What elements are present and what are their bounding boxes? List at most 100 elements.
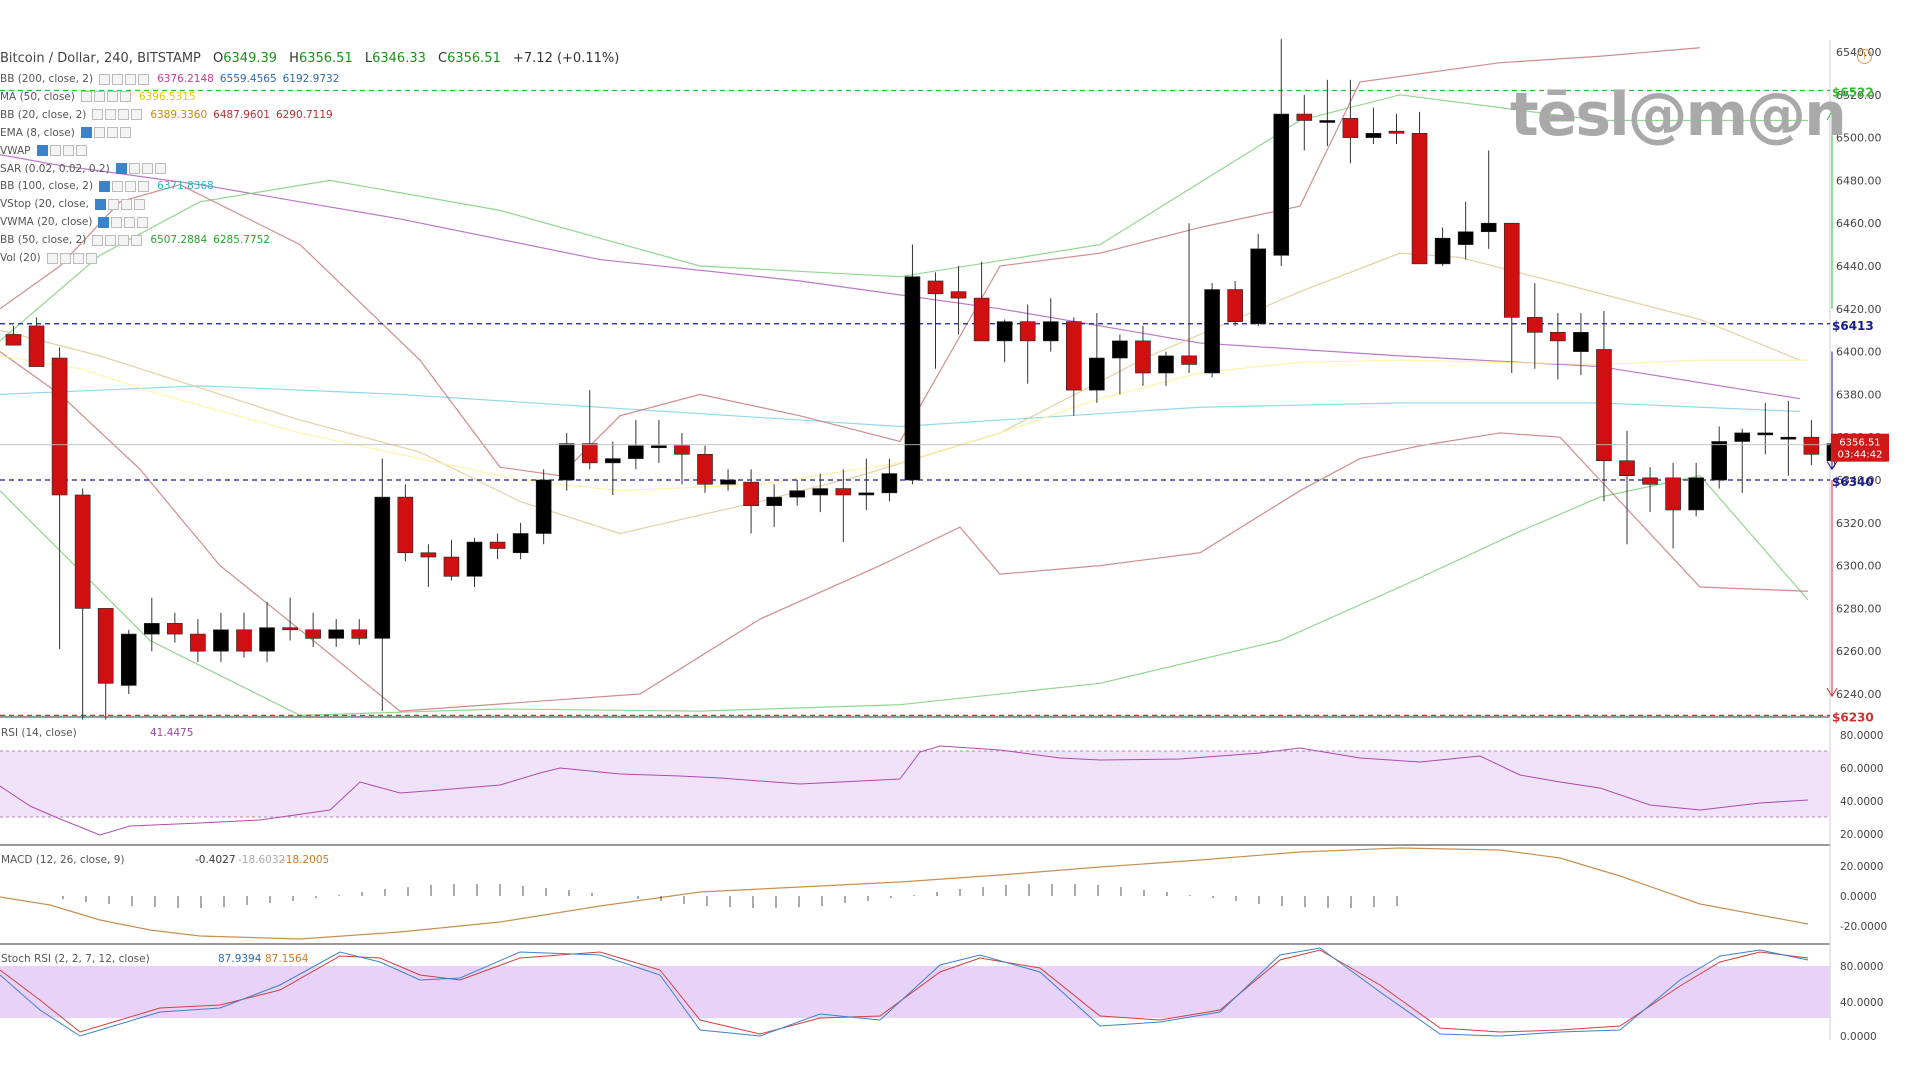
macd-value: -18.2005 — [282, 854, 329, 866]
settings-icon[interactable] — [59, 252, 71, 264]
stoch-d-line — [0, 947, 1809, 1037]
eye-icon[interactable] — [99, 180, 111, 192]
indicator-row[interactable]: BB (20, close, 2) 6389.3360 6487.9601 6290.… — [0, 107, 333, 123]
close-icon[interactable] — [138, 73, 150, 85]
stoch-k-line — [0, 949, 1809, 1035]
indicator-controls[interactable] — [98, 214, 150, 230]
stoch-value: 87.1564 — [265, 953, 309, 965]
indicator-controls[interactable] — [92, 107, 144, 123]
indicator-row[interactable]: MA (50, close) 6396.5315 — [0, 89, 196, 105]
add-icon[interactable] — [125, 73, 137, 85]
close-icon[interactable] — [137, 216, 149, 228]
indicator-row[interactable]: VStop (20, close, — [0, 196, 147, 212]
eye-icon[interactable] — [99, 73, 111, 85]
eye-icon[interactable] — [92, 234, 104, 246]
settings-icon[interactable] — [93, 127, 105, 139]
indicator-row[interactable]: Vol (20) — [0, 250, 99, 266]
close-icon[interactable] — [131, 109, 143, 121]
add-icon[interactable] — [72, 252, 84, 264]
y-tick-label: 6320.00 — [1836, 517, 1882, 530]
candle-down — [1411, 133, 1428, 265]
close-icon[interactable] — [154, 163, 166, 174]
indicator-row[interactable]: VWMA (20, close) — [0, 214, 150, 230]
y-tick-label: 6460.00 — [1836, 217, 1882, 230]
add-icon[interactable] — [125, 180, 137, 192]
indicator-controls[interactable] — [80, 89, 133, 105]
settings-icon[interactable] — [112, 180, 124, 192]
candle-up — [1757, 432, 1774, 436]
low-value: 6346.33 — [372, 51, 426, 66]
indicator-controls[interactable] — [92, 232, 144, 248]
settings-icon[interactable] — [107, 198, 119, 210]
symbol-header: Bitcoin / Dollar, 240, BITSTAMP O6349.39… — [0, 51, 619, 66]
macd-signal-line — [0, 847, 1809, 940]
eye-icon[interactable] — [80, 91, 92, 103]
close-icon[interactable] — [85, 252, 97, 264]
settings-icon[interactable] — [49, 145, 61, 157]
candle-up — [766, 496, 782, 506]
indicator-row[interactable]: BB (50, close, 2) 6507.2884 6285.7752 — [0, 232, 270, 248]
indicator-row[interactable]: VWAP — [0, 143, 89, 159]
rsi-band — [0, 751, 1830, 817]
candle-down — [1181, 355, 1197, 365]
candle-down — [5, 334, 22, 346]
indicator-row[interactable]: BB (100, close, 2) 6371.8368 — [0, 178, 214, 194]
indicator-row[interactable]: BB (200, close, 2) 6376.2148 6559.4565 6192… — [0, 71, 339, 87]
indicator-controls[interactable] — [99, 178, 151, 194]
candle-up — [1780, 436, 1797, 440]
candle-down — [950, 291, 967, 299]
symbol-name[interactable]: Bitcoin / Dollar, 240, BITSTAMP — [0, 51, 201, 66]
candle-down — [697, 454, 713, 485]
level-label: $6340 — [1832, 475, 1874, 489]
last-price-value: 6356.51 — [1839, 438, 1880, 449]
close-icon[interactable] — [119, 127, 131, 139]
settings-icon[interactable] — [112, 73, 124, 85]
settings-icon[interactable] — [128, 163, 140, 174]
y-tick-label: 6260.00 — [1836, 645, 1882, 658]
add-icon[interactable] — [106, 91, 118, 103]
eye-icon[interactable] — [98, 216, 110, 228]
candle-down — [1388, 130, 1405, 134]
candle-down — [1066, 321, 1082, 391]
add-icon[interactable] — [118, 234, 130, 246]
indicator-controls[interactable] — [115, 161, 168, 177]
add-icon[interactable] — [118, 109, 130, 121]
indicator-controls[interactable] — [94, 196, 147, 212]
settings-icon[interactable] — [93, 91, 105, 103]
settings-icon[interactable] — [105, 109, 117, 121]
eye-icon[interactable] — [46, 252, 58, 264]
indicator-row[interactable]: EMA (8, close) — [0, 125, 133, 141]
indicator-controls[interactable] — [99, 71, 151, 87]
candle-up — [720, 479, 736, 485]
y-tick-label: 6440.00 — [1836, 260, 1882, 273]
add-icon[interactable] — [62, 145, 74, 157]
warning-icon[interactable]: ! — [1857, 49, 1872, 64]
candle-down — [28, 325, 45, 367]
close-icon[interactable] — [131, 234, 143, 246]
indicator-controls[interactable] — [80, 125, 133, 141]
close-icon[interactable] — [138, 180, 150, 192]
candle-up — [1112, 340, 1128, 359]
eye-icon[interactable] — [115, 163, 127, 174]
bb50-lower-line — [0, 475, 1809, 717]
add-icon[interactable] — [141, 163, 153, 174]
indicator-controls[interactable] — [36, 143, 89, 159]
close-icon[interactable] — [75, 145, 87, 157]
candle-up — [996, 321, 1013, 342]
eye-icon[interactable] — [92, 109, 104, 121]
indicator-row[interactable]: SAR (0.02, 0.02, 0.2) — [0, 161, 168, 177]
eye-icon[interactable] — [94, 198, 106, 210]
eye-icon[interactable] — [36, 145, 48, 157]
close-icon[interactable] — [119, 91, 131, 103]
settings-icon[interactable] — [105, 234, 117, 246]
settings-icon[interactable] — [111, 216, 123, 228]
add-icon[interactable] — [124, 216, 136, 228]
indicator-name: MA (50, close) — [0, 90, 75, 103]
indicator-controls[interactable] — [46, 250, 99, 266]
add-icon[interactable] — [106, 127, 118, 139]
eye-icon[interactable] — [80, 127, 92, 139]
add-icon[interactable] — [120, 198, 132, 210]
close-icon[interactable] — [133, 198, 145, 210]
candle-down — [1596, 349, 1612, 462]
